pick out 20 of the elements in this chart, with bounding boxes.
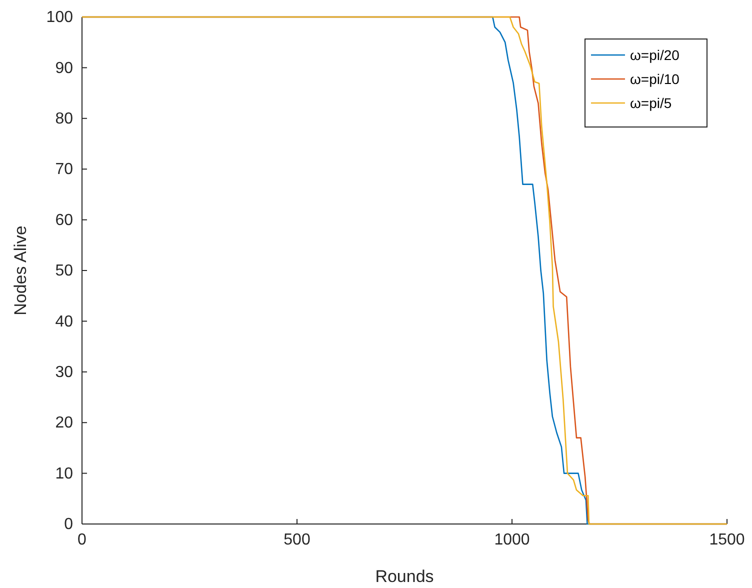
y-tick-label: 60	[55, 212, 74, 229]
y-tick-label: 40	[55, 313, 74, 330]
x-tick-label: 500	[284, 531, 310, 548]
legend-label: ω=pi/20	[630, 47, 680, 63]
y-tick-label: 0	[64, 516, 74, 534]
y-tick-label: 50	[55, 262, 74, 280]
legend-label: ω=pi/10	[630, 71, 680, 87]
y-tick-label: 30	[55, 364, 74, 382]
y-tick-label: 80	[55, 110, 74, 128]
x-tick-label: 0	[78, 531, 87, 548]
y-tick-label: 10	[55, 465, 74, 482]
y-axis-title: Nodes Alive	[11, 226, 30, 316]
y-tick-label: 100	[46, 9, 74, 26]
x-tick-label: 1000	[494, 531, 530, 548]
legend-label: ω=pi/5	[630, 95, 672, 111]
x-tick-label: 1500	[709, 531, 745, 548]
y-tick-label: 20	[55, 414, 74, 432]
y-tick-label: 70	[55, 161, 74, 178]
x-axis-title: Rounds	[375, 567, 434, 586]
y-tick-label: 90	[55, 60, 74, 77]
